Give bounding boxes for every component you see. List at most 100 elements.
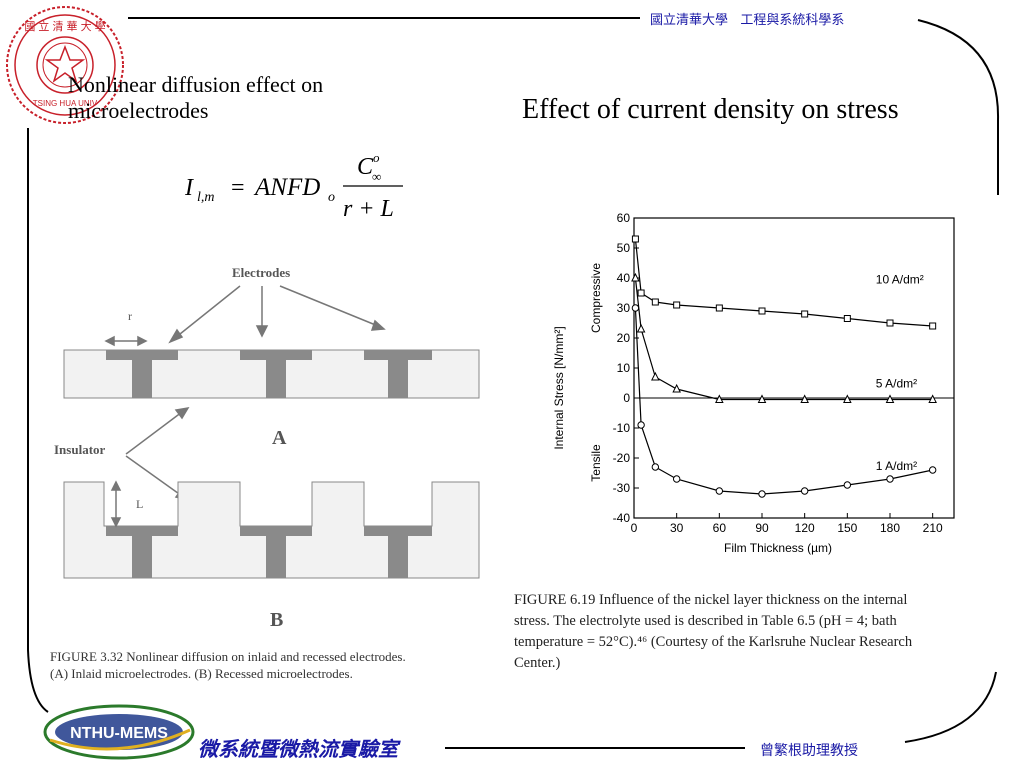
- data-point-circle: [800, 487, 809, 495]
- header-university: 國立清華大學 工程與系統科學系: [650, 13, 845, 28]
- data-point-circle: [672, 475, 681, 483]
- data-point-triangle: [636, 323, 646, 333]
- data-point-circle: [886, 475, 894, 483]
- data-point-square: [801, 310, 809, 318]
- diffusion-equation: I l,m = ANFD o C o ∞ r + L: [184, 150, 425, 232]
- data-point-square: [673, 301, 681, 309]
- data-point-triangle: [757, 394, 767, 403]
- series-label-2: 1 A/dm²: [876, 459, 917, 473]
- right-figure-caption: FIGURE 6.19 Influence of the nickel laye…: [514, 590, 986, 674]
- data-point-square: [651, 298, 659, 306]
- data-point-square: [758, 307, 766, 315]
- series-line-1: [634, 277, 933, 401]
- series-line-2: [634, 307, 933, 495]
- series-label-0: 10 A/dm²: [876, 273, 924, 287]
- eq-rhs: ANFD: [253, 174, 320, 201]
- eq-den: r + L: [343, 196, 394, 222]
- right-caption-line3: temperature = 52°C).⁴⁶ (Courtesy of the …: [514, 634, 913, 650]
- y-tick-label: -10: [613, 421, 631, 435]
- eq-num-sup: o: [373, 152, 380, 165]
- x-tick-label: 180: [880, 521, 900, 535]
- svg-text:國 立 清 華 大 學: 國 立 清 華 大 學: [24, 19, 105, 33]
- eq-num: C: [357, 154, 374, 180]
- eq-num-sub: ∞: [372, 169, 381, 184]
- panel-b-diagram: [63, 481, 480, 579]
- electrode-figure: Electrodes r A Insulator: [40, 260, 485, 690]
- y-tick-label: 0: [623, 391, 630, 405]
- y-axis-label: Internal Stress [N/mm²]: [552, 326, 566, 449]
- x-tick-label: 150: [837, 521, 857, 535]
- data-point-triangle: [885, 394, 895, 403]
- data-point-square: [929, 322, 937, 330]
- right-title: Effect of current density on stress: [522, 94, 899, 125]
- label-insulator: Insulator: [54, 442, 106, 457]
- left-figure-caption: FIGURE 3.32 Nonlinear diffusion on inlai…: [50, 648, 480, 682]
- right-caption-line4: Center.): [514, 655, 561, 671]
- x-tick-label: 210: [923, 521, 943, 535]
- data-point-triangle: [715, 394, 724, 403]
- y-tick-label: -30: [613, 481, 631, 495]
- data-point-square: [886, 319, 894, 327]
- left-title-line1: Nonlinear diffusion effect on: [68, 72, 324, 97]
- label-electrodes: Electrodes: [232, 265, 290, 280]
- x-axis-label: Film Thickness (µm): [724, 541, 832, 555]
- data-point-circle: [928, 466, 937, 474]
- label-panel-b: B: [270, 609, 283, 631]
- stress-chart-svg: Internal Stress [N/mm²] Compressive Tens…: [552, 211, 955, 555]
- y-axis-label-bottom: Tensile: [589, 444, 603, 482]
- x-tick-label: 0: [631, 521, 638, 535]
- x-tick-label: 60: [713, 521, 727, 535]
- label-L: L: [136, 497, 143, 511]
- eq-rhs-sub: o: [328, 190, 335, 205]
- lab-logo: NTHU-MEMS: [40, 700, 198, 762]
- lab-name: 微系統暨微熱流實驗室: [198, 737, 398, 761]
- panel-a-diagram: [63, 349, 480, 399]
- left-title-line2: microelectrodes: [68, 98, 209, 123]
- professor-name: 曾繁根助理教授: [760, 743, 858, 759]
- y-tick-label: 20: [617, 331, 631, 345]
- y-tick-label: 50: [617, 241, 631, 255]
- data-point-circle: [631, 304, 640, 312]
- data-point-triangle: [843, 394, 852, 403]
- label-r: r: [128, 309, 132, 323]
- data-point-circle: [843, 481, 852, 489]
- left-caption-line1: FIGURE 3.32 Nonlinear diffusion on inlai…: [50, 649, 406, 664]
- data-point-circle: [637, 421, 645, 429]
- data-point-circle: [651, 463, 660, 471]
- data-point-triangle: [800, 394, 809, 403]
- data-point-square: [631, 235, 639, 243]
- data-point-circle: [758, 490, 766, 498]
- right-caption-line1: FIGURE 6.19 Influence of the nickel laye…: [514, 592, 908, 608]
- stress-chart: Internal Stress [N/mm²] Compressive Tens…: [548, 208, 968, 563]
- x-tick-label: 30: [670, 521, 684, 535]
- label-panel-a: A: [272, 427, 287, 449]
- y-axis-label-top: Compressive: [589, 263, 603, 333]
- y-tick-label: -20: [613, 451, 631, 465]
- series-label-1: 5 A/dm²: [876, 377, 917, 391]
- data-point-triangle: [672, 383, 681, 393]
- data-point-triangle: [928, 394, 937, 403]
- y-tick-label: 10: [617, 361, 631, 375]
- data-point-circle: [715, 487, 724, 495]
- left-caption-line2: (A) Inlaid microelectrodes. (B) Recessed…: [50, 666, 353, 681]
- eq-lhs-sub: l,m: [197, 190, 215, 205]
- x-tick-label: 90: [755, 521, 769, 535]
- data-point-triangle: [631, 272, 640, 282]
- left-title: Nonlinear diffusion effect on microelect…: [68, 72, 323, 124]
- data-point-square: [715, 304, 723, 312]
- header-department: 工程與系統科學系: [740, 13, 845, 28]
- x-tick-label: 120: [795, 521, 815, 535]
- svg-text:=: =: [231, 175, 245, 201]
- eq-lhs: I: [185, 175, 194, 201]
- data-point-square: [637, 289, 645, 297]
- y-tick-label: 30: [617, 301, 631, 315]
- y-tick-label: 40: [617, 271, 631, 285]
- data-point-square: [843, 315, 851, 322]
- university-seal: 國 立 清 華 大 學 TSING HUA UNIV: [2, 2, 128, 128]
- plot-frame: [633, 217, 955, 519]
- data-point-triangle: [651, 371, 660, 381]
- y-tick-label: -40: [613, 511, 631, 525]
- right-caption-line2: stress. The electrolyte used is describe…: [514, 613, 897, 629]
- lab-logo-text: NTHU-MEMS: [70, 725, 168, 742]
